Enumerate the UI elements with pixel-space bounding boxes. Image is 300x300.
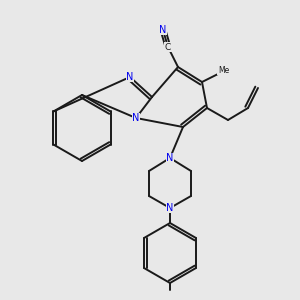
Text: N: N bbox=[166, 203, 174, 213]
Text: N: N bbox=[132, 113, 140, 123]
Text: Me: Me bbox=[218, 66, 229, 75]
Text: N: N bbox=[166, 153, 174, 163]
Text: N: N bbox=[159, 25, 167, 35]
Text: C: C bbox=[165, 43, 171, 52]
Text: N: N bbox=[126, 72, 134, 82]
